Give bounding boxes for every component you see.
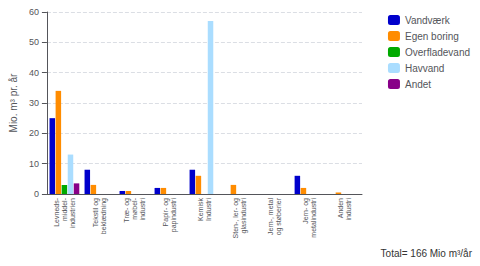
svg-text:Papir- og: Papir- og (162, 198, 170, 227)
svg-text:10: 10 (29, 159, 39, 169)
svg-text:middel-: middel- (61, 197, 68, 221)
svg-text:metalindustri: metalindustri (310, 198, 317, 238)
svg-text:Sten-, ler- og: Sten-, ler- og (232, 198, 240, 239)
svg-text:industri: industri (139, 198, 146, 221)
svg-text:Vandværk: Vandværk (405, 15, 451, 26)
svg-text:Havvand: Havvand (405, 63, 444, 74)
svg-text:industrien: industrien (69, 198, 76, 228)
svg-text:og støberier: og støberier (275, 197, 283, 235)
svg-text:40: 40 (29, 68, 39, 78)
svg-text:industri: industri (345, 198, 352, 221)
svg-text:Levneds-: Levneds- (53, 197, 60, 226)
svg-text:Egen boring: Egen boring (405, 31, 459, 42)
svg-text:Total= 166 Mio m³/år: Total= 166 Mio m³/år (381, 248, 473, 259)
svg-text:30: 30 (29, 98, 39, 108)
svg-text:beklædning: beklædning (100, 198, 108, 234)
svg-text:Kemisk: Kemisk (197, 198, 204, 221)
svg-text:20: 20 (29, 128, 39, 138)
svg-text:Anden: Anden (337, 198, 344, 218)
svg-text:60: 60 (29, 7, 39, 17)
svg-text:50: 50 (29, 37, 39, 47)
svg-text:Overfladevand: Overfladevand (405, 47, 470, 58)
svg-text:Træ- og: Træ- og (123, 198, 131, 223)
svg-text:Jern-, metal: Jern-, metal (267, 198, 274, 235)
svg-text:glasindustri: glasindustri (240, 198, 248, 234)
svg-text:Tekstil og: Tekstil og (92, 198, 100, 227)
svg-text:papindustri: papindustri (170, 198, 178, 233)
svg-text:Jern- og: Jern- og (302, 198, 310, 224)
svg-text:Mio. m³ pr. år: Mio. m³ pr. år (8, 73, 19, 133)
svg-text:Industri: Industri (205, 198, 212, 221)
svg-text:Andet: Andet (405, 79, 431, 90)
svg-text:0: 0 (34, 189, 39, 199)
svg-text:møbel-: møbel- (131, 197, 138, 219)
